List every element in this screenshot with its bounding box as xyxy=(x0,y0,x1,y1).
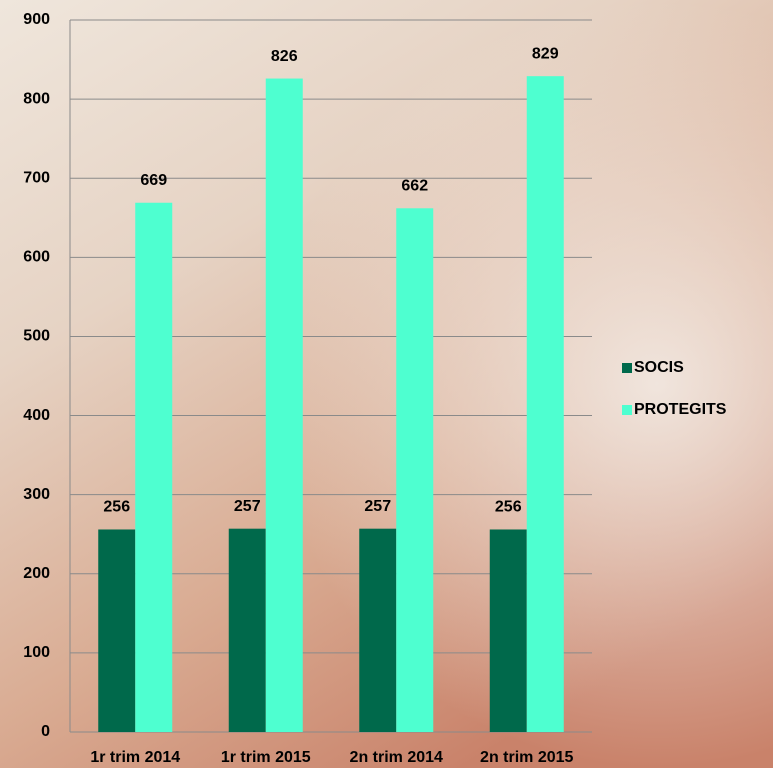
bar xyxy=(265,78,303,732)
data-label: 256 xyxy=(103,499,130,516)
x-tick-label: 2n trim 2015 xyxy=(480,749,573,766)
data-label: 256 xyxy=(495,499,522,516)
data-label: 826 xyxy=(271,48,298,65)
data-label: 662 xyxy=(401,178,428,195)
y-tick-label: 400 xyxy=(23,407,50,424)
legend-swatch xyxy=(622,363,632,373)
bar xyxy=(135,202,173,732)
bar xyxy=(526,76,564,733)
data-label: 829 xyxy=(532,45,559,62)
bar xyxy=(98,529,136,732)
bar xyxy=(359,528,397,732)
y-tick-label: 700 xyxy=(23,169,50,186)
y-tick-label: 100 xyxy=(23,644,50,661)
legend-swatch xyxy=(622,405,632,415)
y-tick-label: 600 xyxy=(23,249,50,266)
y-tick-label: 500 xyxy=(23,328,50,345)
bar xyxy=(396,208,434,733)
x-tick-label: 1r trim 2014 xyxy=(90,749,180,766)
data-label: 257 xyxy=(234,498,261,515)
y-tick-label: 300 xyxy=(23,486,50,503)
y-tick-label: 800 xyxy=(23,90,50,107)
bar xyxy=(228,528,266,732)
bar xyxy=(489,529,527,732)
data-label: 669 xyxy=(140,172,167,189)
legend-label: PROTEGITS xyxy=(634,401,727,418)
x-tick-label: 2n trim 2014 xyxy=(350,749,443,766)
y-tick-label: 0 xyxy=(41,723,50,740)
data-label: 257 xyxy=(364,498,391,515)
y-tick-label: 200 xyxy=(23,565,50,582)
y-tick-label: 900 xyxy=(23,11,50,28)
legend-label: SOCIS xyxy=(634,359,684,376)
x-tick-label: 1r trim 2015 xyxy=(221,749,311,766)
